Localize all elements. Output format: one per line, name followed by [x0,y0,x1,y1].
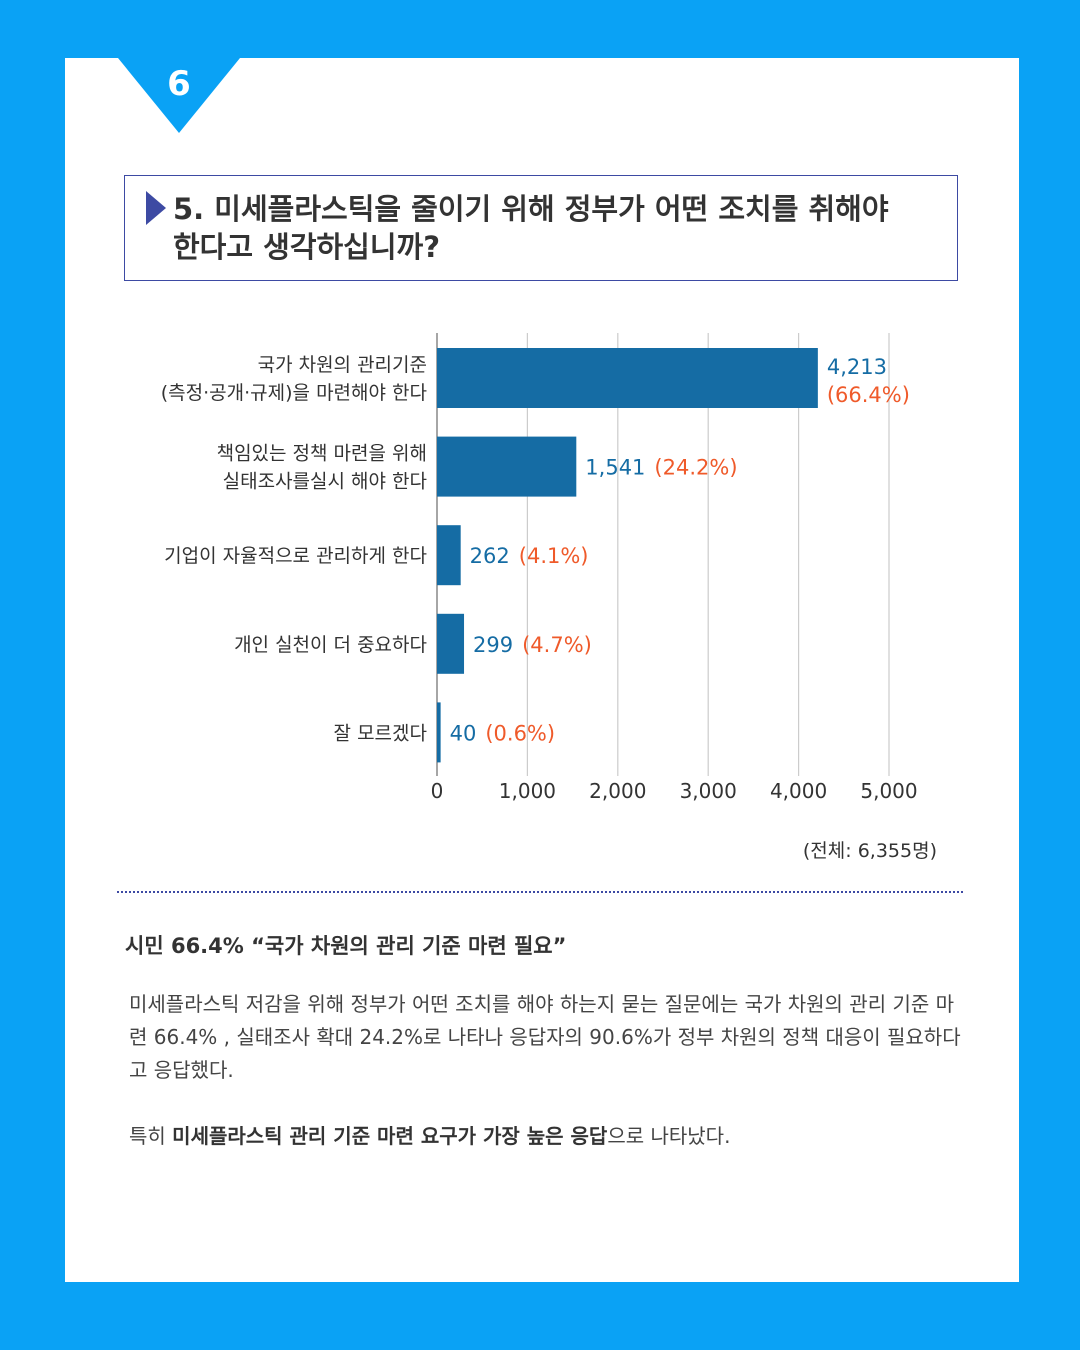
paragraph-2-prefix: 특히 [129,1124,173,1148]
question-box: 5. 미세플라스틱을 줄이기 위해 정부가 어떤 조치를 취해야 한다고 생각하… [124,175,958,281]
question-text: 5. 미세플라스틱을 줄이기 위해 정부가 어떤 조치를 취해야 한다고 생각하… [173,190,943,266]
paragraph-2-suffix: 으로 나타났다. [607,1124,731,1148]
percent-label: (24.2%) [654,456,737,480]
category-label: 실태조사를실시 해야 한다 [223,471,427,493]
value-label: 40 [450,721,477,745]
badge-shape [118,58,240,133]
bar [437,613,465,674]
bar [437,348,818,408]
category-label: 잘 모르겠다 [334,722,427,744]
divider [117,891,963,893]
value-label: 299 [473,633,513,657]
bar [437,525,461,586]
percent-label: (4.7%) [522,633,592,657]
x-tick-label: 1,000 [499,779,556,803]
content-card: 6 5. 미세플라스틱을 줄이기 위해 정부가 어떤 조치를 취해야 한다고 생… [65,58,1019,1282]
paragraph-2-highlight: 미세플라스틱 관리 기준 마련 요구가 가장 높은 응답 [172,1124,608,1148]
x-tick-label: 3,000 [680,779,737,803]
percent-label: (66.4%) [827,383,910,407]
category-label: 기업이 자율적으로 관리하게 한다 [164,545,427,567]
value-label: 4,213 [827,355,887,379]
x-tick-label: 4,000 [770,779,827,803]
x-tick-label: 5,000 [860,779,917,803]
page-number: 6 [167,64,191,104]
bar [437,436,577,497]
category-label: 국가 차원의 관리기준 [258,354,427,376]
percent-label: (4.1%) [519,544,589,568]
category-label: 책임있는 정책 마련을 위해 [217,443,427,465]
bar [437,702,441,763]
question-line-2: 한다고 생각하십니까? [173,230,441,264]
summary-paragraph-2: 특히 미세플라스틱 관리 기준 마련 요구가 가장 높은 응답으로 나타났다. [129,1120,961,1153]
value-label: 1,541 [585,456,645,480]
summary-body: 미세플라스틱 저감을 위해 정부가 어떤 조치를 해야 하는지 묻는 질문에는 … [129,988,961,1153]
x-tick-label: 2,000 [589,779,646,803]
percent-label: (0.6%) [485,721,555,745]
summary-paragraph-1: 미세플라스틱 저감을 위해 정부가 어떤 조치를 해야 하는지 묻는 질문에는 … [129,992,961,1082]
triangle-marker-icon [146,191,166,225]
question-line-1: 5. 미세플라스틱을 줄이기 위해 정부가 어떤 조치를 취해야 [173,192,889,226]
page-badge: 6 [118,58,240,133]
category-label: (측정·공개·규제)을 마련해야 한다 [161,382,427,404]
summary-title: 시민 66.4% “국가 차원의 관리 기준 마련 필요” [125,934,567,958]
x-tick-label: 0 [431,779,444,803]
value-label: 262 [470,544,510,568]
bar-chart: 0 1,000 2,000 3,000 4,000 5,000 국가 차원의 관리기준 (측정… [161,333,918,803]
category-label: 개인 실천이 더 중요하다 [234,634,427,656]
total-note: (전체: 6,355명) [802,840,937,862]
